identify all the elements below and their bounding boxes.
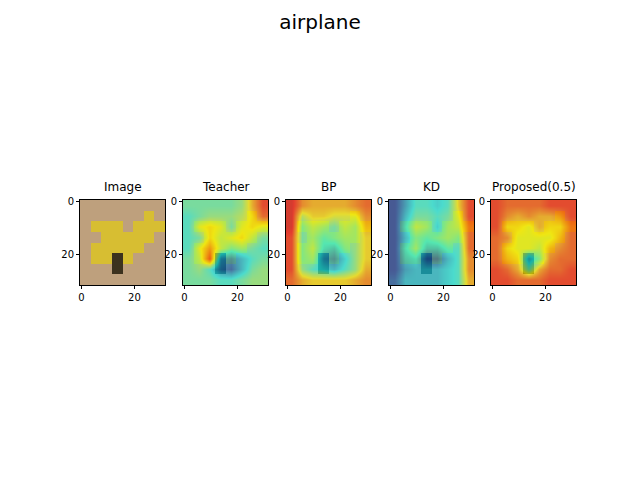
svg-text:0: 0 bbox=[387, 292, 393, 303]
svg-text:airplane: airplane bbox=[279, 10, 361, 34]
svg-text:20: 20 bbox=[61, 249, 74, 260]
svg-text:20: 20 bbox=[437, 292, 450, 303]
svg-text:Proposed(0.5): Proposed(0.5) bbox=[492, 180, 576, 194]
svg-text:20: 20 bbox=[334, 292, 347, 303]
svg-text:0: 0 bbox=[68, 196, 74, 207]
svg-text:Image: Image bbox=[104, 180, 142, 194]
svg-text:0: 0 bbox=[171, 196, 177, 207]
svg-text:0: 0 bbox=[489, 292, 495, 303]
svg-text:20: 20 bbox=[370, 249, 383, 260]
svg-text:20: 20 bbox=[164, 249, 177, 260]
svg-text:20: 20 bbox=[539, 292, 552, 303]
svg-text:BP: BP bbox=[321, 180, 336, 194]
svg-text:20: 20 bbox=[231, 292, 244, 303]
svg-text:0: 0 bbox=[274, 196, 280, 207]
svg-text:0: 0 bbox=[479, 196, 485, 207]
svg-text:20: 20 bbox=[472, 249, 485, 260]
svg-text:0: 0 bbox=[284, 292, 290, 303]
svg-text:0: 0 bbox=[181, 292, 187, 303]
svg-text:KD: KD bbox=[423, 180, 440, 194]
svg-text:0: 0 bbox=[377, 196, 383, 207]
svg-text:Teacher: Teacher bbox=[202, 180, 250, 194]
svg-text:20: 20 bbox=[128, 292, 141, 303]
svg-text:20: 20 bbox=[267, 249, 280, 260]
svg-text:0: 0 bbox=[78, 292, 84, 303]
